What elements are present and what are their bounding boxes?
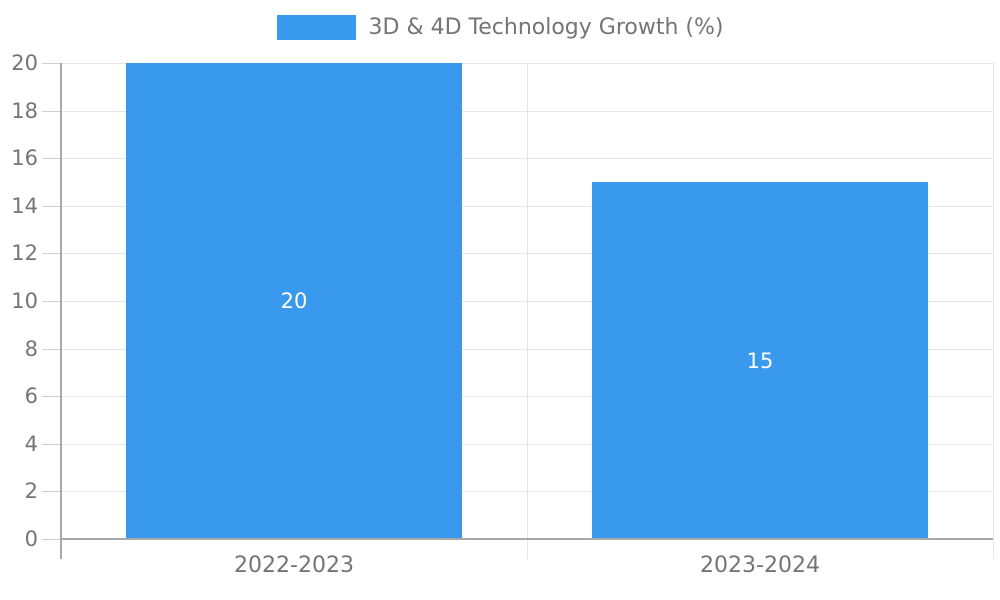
y-tick-mark: [42, 111, 61, 112]
x-axis-label: 2023-2024: [700, 553, 820, 578]
y-tick-mark: [42, 491, 61, 492]
y-tick-label: 8: [24, 337, 38, 361]
legend-label: 3D & 4D Technology Growth (%): [368, 15, 724, 40]
x-axis-label: 2022-2023: [234, 553, 354, 578]
y-tick-mark: [42, 253, 61, 254]
legend[interactable]: 3D & 4D Technology Growth (%): [0, 15, 1000, 40]
y-tick-label: 16: [11, 146, 38, 170]
y-tick-mark: [42, 158, 61, 159]
y-tick-label: 14: [11, 194, 38, 218]
y-axis-line: [60, 63, 62, 559]
bar-value-label: 20: [280, 289, 308, 313]
y-tick-mark: [42, 444, 61, 445]
y-tick-label: 4: [24, 432, 38, 456]
x-axis-line: [61, 538, 993, 540]
y-tick-mark: [42, 206, 61, 207]
y-tick-mark: [42, 301, 61, 302]
y-tick-label: 6: [24, 384, 38, 408]
y-tick-label: 12: [11, 241, 38, 265]
bar-2023-2024[interactable]: 15: [592, 182, 928, 539]
legend-color-swatch: [276, 15, 356, 40]
y-tick-label: 0: [24, 527, 38, 551]
gridline-vertical: [993, 63, 994, 559]
bar-value-label: 15: [746, 348, 774, 373]
y-tick-label: 2: [24, 479, 38, 503]
y-tick-mark: [42, 396, 61, 397]
bar-2022-2023[interactable]: 20: [126, 63, 462, 539]
y-tick-label: 10: [11, 289, 38, 313]
y-tick-mark: [42, 63, 61, 64]
y-tick-label: 20: [11, 51, 38, 75]
y-tick-mark: [42, 349, 61, 350]
y-tick-label: 18: [11, 99, 38, 123]
gridline-vertical: [527, 63, 528, 559]
y-tick-mark: [42, 539, 61, 540]
